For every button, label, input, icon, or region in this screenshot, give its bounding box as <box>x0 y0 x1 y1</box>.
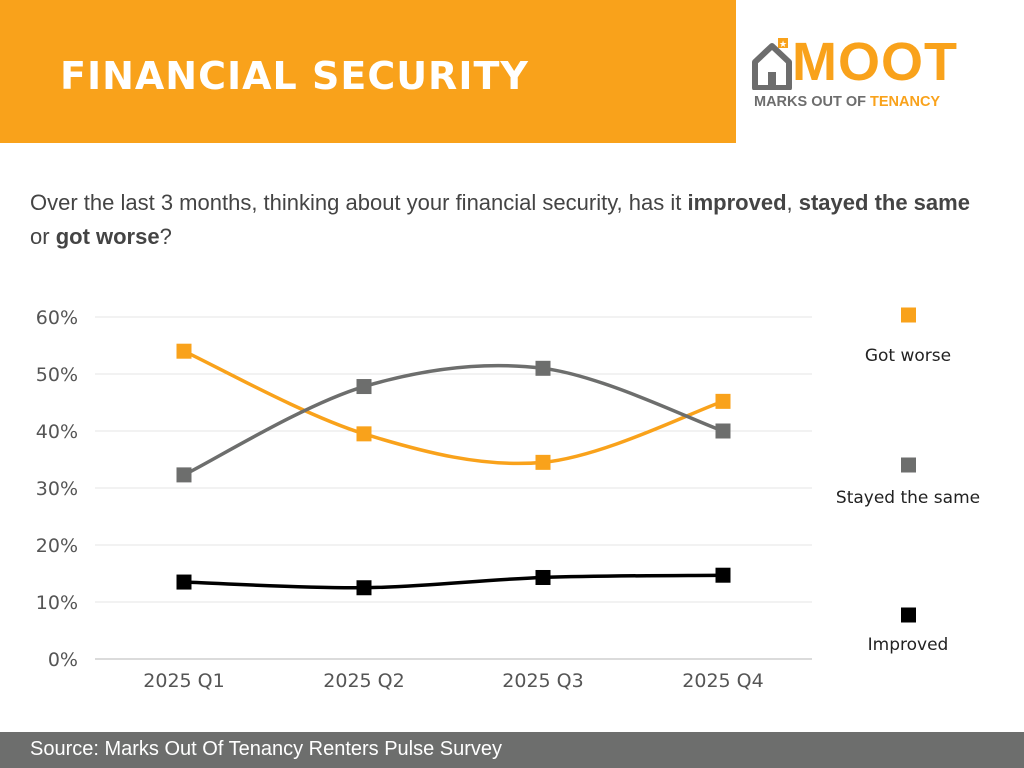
series-line-improved <box>182 573 725 590</box>
house-icon: ★ <box>752 38 792 90</box>
y-tick-label: 10% <box>36 592 78 614</box>
data-point-stayed-the-same <box>715 423 731 439</box>
source-note: Source: Marks Out Of Tenancy Renters Pul… <box>30 738 503 760</box>
legend-marker-stayed-the-same <box>901 457 916 473</box>
legend-marker-improved <box>901 607 916 623</box>
legend-label-improved: Improved <box>868 635 949 655</box>
page-title: FINANCIAL SECURITY <box>60 54 529 98</box>
legend-marker-got-worse <box>901 307 916 323</box>
header-band: FINANCIAL SECURITY <box>0 0 736 143</box>
question-option-improved: improved <box>687 190 787 215</box>
data-point-got-worse <box>176 343 192 359</box>
data-point-improved <box>535 569 551 585</box>
data-point-stayed-the-same <box>356 379 372 395</box>
data-point-got-worse <box>535 454 551 470</box>
footer-bar: Source: Marks Out Of Tenancy Renters Pul… <box>0 732 1024 768</box>
x-tick-label: 2025 Q3 <box>502 670 583 690</box>
question-option-worse: got worse <box>55 224 160 249</box>
question-text-3: or <box>30 224 56 249</box>
svg-text:★: ★ <box>779 40 787 50</box>
question-option-same: stayed the same <box>798 190 970 215</box>
y-tick-label: 60% <box>36 307 78 329</box>
y-tick-label: 50% <box>36 364 78 386</box>
data-point-improved <box>176 574 192 590</box>
question-text-1: Over the last 3 months, thinking about y… <box>30 190 688 215</box>
question-text-2: , <box>786 190 799 215</box>
line-chart: 0% 10% 20% 30% 40% 50% 60% 2025 Q1 2025 Q2 2025 Q… <box>36 307 980 690</box>
logo-tagline: MARKS OUT OF TENANCY <box>754 94 940 110</box>
legend-label-got-worse: Got worse <box>865 346 951 366</box>
logo-tagline-part1: MARKS OUT OF <box>754 94 870 110</box>
x-tick-label: 2025 Q2 <box>323 670 404 690</box>
data-point-stayed-the-same <box>535 360 551 376</box>
data-point-improved <box>356 580 372 596</box>
series-line-got-worse <box>182 349 725 466</box>
y-tick-label: 20% <box>36 535 78 557</box>
data-point-stayed-the-same <box>176 467 192 483</box>
data-point-got-worse <box>715 393 731 409</box>
moot-logo: ★ MOOT MARKS OUT OF TENANCY <box>752 32 992 116</box>
question-text-4: ? <box>159 224 172 249</box>
y-tick-label: 30% <box>36 478 78 500</box>
y-tick-label: 0% <box>48 649 78 671</box>
survey-question: Over the last 3 months, thinking about y… <box>30 186 990 254</box>
y-tick-label: 40% <box>36 421 78 443</box>
x-tick-label: 2025 Q4 <box>682 670 763 690</box>
series-line-stayed-the-same <box>182 363 725 477</box>
legend-label-stayed-the-same: Stayed the same <box>836 488 980 508</box>
logo-wordmark: MOOT <box>792 32 958 92</box>
x-tick-label: 2025 Q1 <box>143 670 224 690</box>
data-point-improved <box>715 567 731 583</box>
data-point-got-worse <box>356 426 372 442</box>
logo-tagline-part2: TENANCY <box>870 94 941 110</box>
